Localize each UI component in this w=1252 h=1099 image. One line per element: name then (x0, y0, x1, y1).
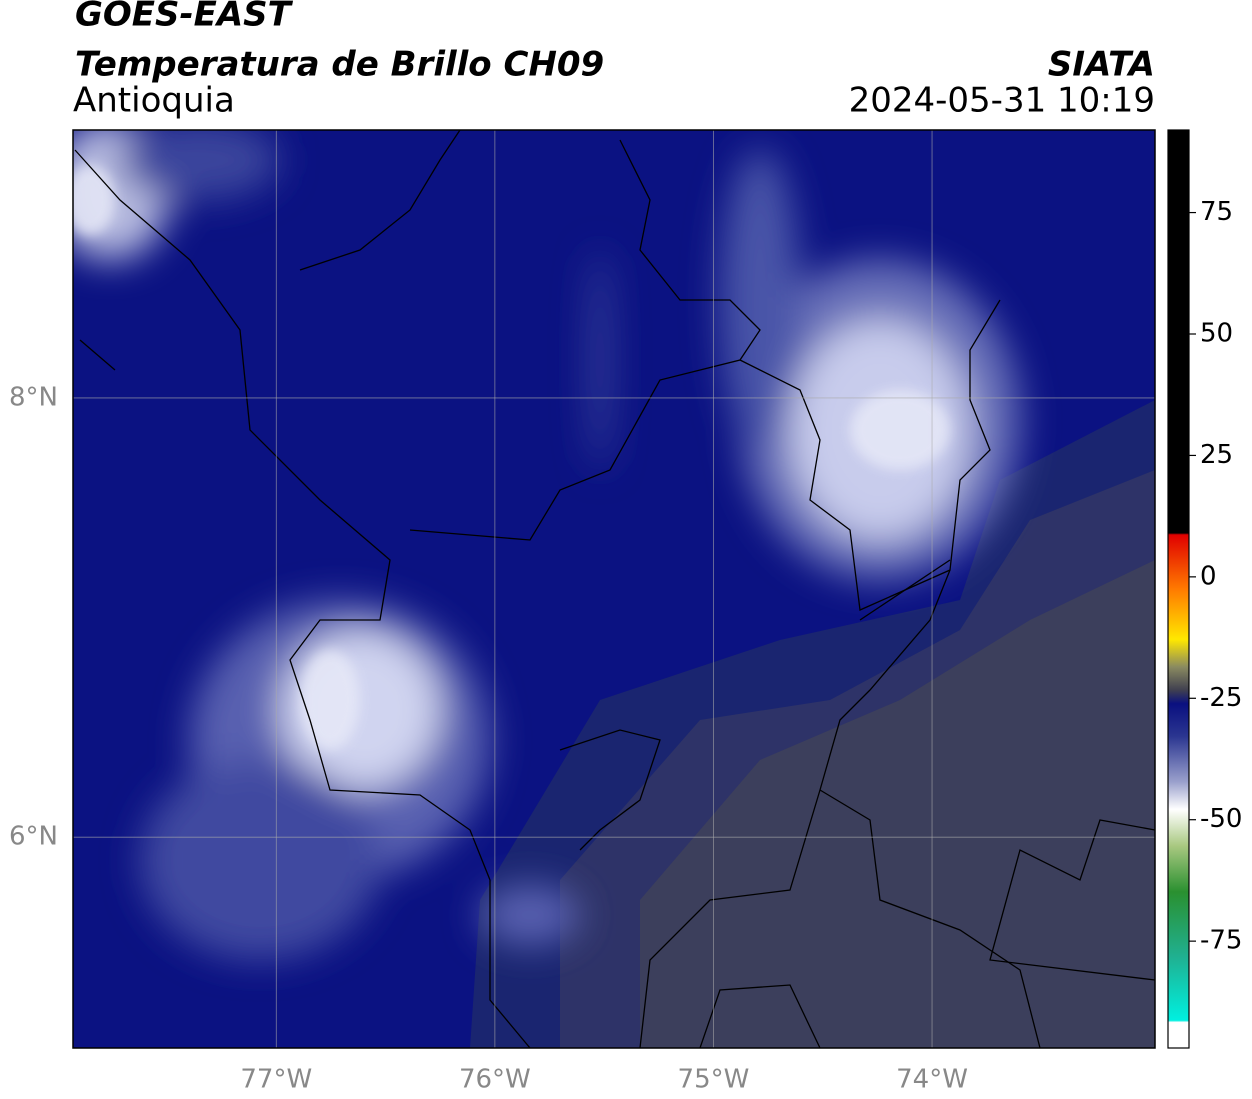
colorbar-tick-label: 25 (1200, 440, 1233, 470)
colorbar-tick-label: 75 (1200, 197, 1233, 227)
colorbar-tick-label: -50 (1200, 804, 1242, 834)
colorbar-tick-label: 50 (1200, 319, 1233, 349)
grid (73, 130, 1155, 1048)
x-tick-label: 76°W (459, 1065, 531, 1095)
satellite: GOES-EAST (75, 0, 294, 35)
colorbar (1167, 129, 1190, 1049)
x-tick-label: 74°W (896, 1065, 968, 1095)
region: Antioquia (73, 81, 235, 121)
source: SIATA (1048, 45, 1155, 85)
product: Temperatura de Brillo CH09 (75, 45, 604, 85)
y-tick-label: 8°N (9, 382, 58, 412)
x-tick-label: 77°W (240, 1065, 312, 1095)
y-tick-label: 6°N (9, 822, 58, 852)
map-image (73, 130, 1155, 1048)
colorbar-tick-label: 0 (1200, 561, 1217, 591)
colorbar-tick-label: -25 (1200, 683, 1242, 713)
colorbar-tick-label: -75 (1200, 926, 1242, 956)
x-tick-label: 75°W (678, 1065, 750, 1095)
map-frame (72, 129, 1156, 1049)
datetime: 2024-05-31 10:19 (849, 81, 1155, 121)
